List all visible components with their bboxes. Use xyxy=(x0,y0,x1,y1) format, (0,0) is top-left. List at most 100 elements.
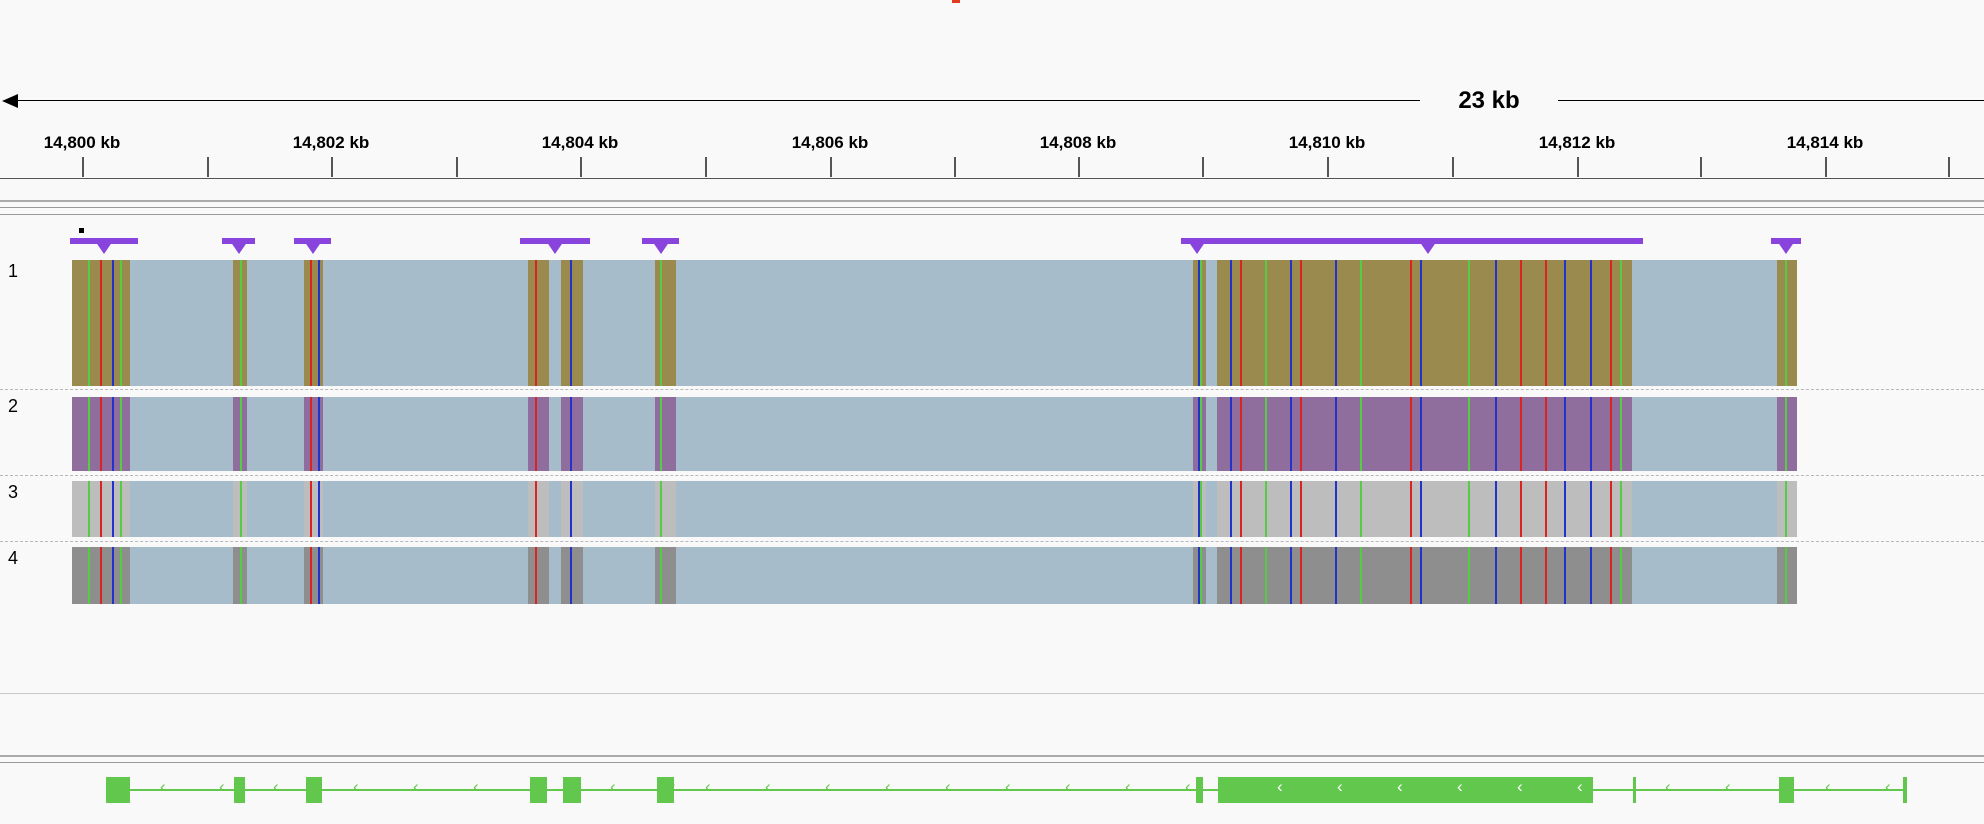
row-separator xyxy=(0,541,1984,542)
gene-exon[interactable] xyxy=(106,777,130,803)
read-coverage-block[interactable] xyxy=(233,547,247,604)
mismatch-marker xyxy=(660,481,662,537)
read-coverage-block[interactable] xyxy=(655,397,676,471)
read-coverage-block[interactable] xyxy=(561,481,583,537)
read-coverage-block[interactable] xyxy=(528,481,549,537)
read-coverage-block[interactable] xyxy=(1193,481,1206,537)
read-coverage-block[interactable] xyxy=(1777,397,1797,471)
mismatch-marker xyxy=(1620,397,1622,471)
gene-exon[interactable] xyxy=(1779,777,1794,803)
gene-exon[interactable] xyxy=(563,777,581,803)
read-coverage-block[interactable] xyxy=(561,260,583,386)
strand-direction-icon: ‹ xyxy=(670,777,676,796)
read-coverage-block[interactable] xyxy=(72,397,130,471)
read-coverage-block[interactable] xyxy=(233,397,247,471)
read-coverage-block[interactable] xyxy=(528,260,549,386)
mismatch-marker xyxy=(310,260,312,386)
insertion-marker-icon[interactable] xyxy=(1417,238,1439,254)
read-coverage-block[interactable] xyxy=(561,397,583,471)
mismatch-marker xyxy=(1300,547,1302,604)
ruler-tick-label: 14,808 kb xyxy=(1039,133,1117,152)
mismatch-marker xyxy=(112,481,114,537)
read-coverage-block[interactable] xyxy=(233,481,247,537)
mismatch-marker xyxy=(570,397,572,471)
mismatch-marker xyxy=(310,547,312,604)
read-coverage-block[interactable] xyxy=(304,481,323,537)
read-coverage-block[interactable] xyxy=(233,260,247,386)
mismatch-marker xyxy=(240,397,242,471)
row-label-4: 4 xyxy=(8,548,19,568)
insertion-marker-icon[interactable] xyxy=(649,238,672,254)
mismatch-marker xyxy=(1230,260,1232,386)
read-coverage-block[interactable] xyxy=(1777,481,1797,537)
read-coverage-block[interactable] xyxy=(655,260,676,386)
ruler-tick xyxy=(1202,157,1204,177)
gene-exon[interactable] xyxy=(530,777,547,803)
read-coverage-block[interactable] xyxy=(1217,260,1632,386)
insertion-marker-icon[interactable] xyxy=(227,238,250,254)
ruler-tick-label: 14,812 kb xyxy=(1538,133,1616,152)
gene-exon[interactable] xyxy=(1903,777,1907,803)
ruler-tick xyxy=(705,157,707,177)
row-separator xyxy=(0,475,1984,476)
insertion-marker-icon[interactable] xyxy=(544,238,566,254)
read-coverage-block[interactable] xyxy=(561,547,583,604)
insertion-marker-icon[interactable] xyxy=(1775,238,1797,254)
read-coverage-block[interactable] xyxy=(72,260,130,386)
read-coverage-block[interactable] xyxy=(72,547,130,604)
gene-exon[interactable] xyxy=(1633,777,1636,803)
panel-bottom-divider xyxy=(0,693,1984,694)
strand-direction-icon: ‹ xyxy=(1825,777,1831,796)
gene-exon[interactable] xyxy=(306,777,322,803)
read-coverage-block[interactable] xyxy=(304,547,323,604)
mismatch-marker xyxy=(570,547,572,604)
ruler-tick xyxy=(954,157,956,177)
mismatch-marker xyxy=(88,481,90,537)
mismatch-marker xyxy=(318,260,320,386)
gene-exon[interactable] xyxy=(657,777,674,803)
mismatch-marker xyxy=(1335,547,1337,604)
mismatch-marker xyxy=(1198,397,1200,471)
read-coverage-block[interactable] xyxy=(72,481,130,537)
read-coverage-block[interactable] xyxy=(528,397,549,471)
read-coverage-block[interactable] xyxy=(1777,547,1797,604)
read-coverage-block[interactable] xyxy=(655,481,676,537)
read-coverage-block[interactable] xyxy=(1193,397,1206,471)
read-coverage-block[interactable] xyxy=(1777,260,1797,386)
mismatch-marker xyxy=(1290,397,1292,471)
gene-exon[interactable] xyxy=(1218,777,1593,803)
read-coverage-block[interactable] xyxy=(1217,547,1632,604)
read-coverage-block[interactable] xyxy=(528,547,549,604)
mismatch-marker xyxy=(1300,260,1302,386)
gene-exon[interactable] xyxy=(1196,777,1203,803)
mismatch-marker xyxy=(100,481,102,537)
mismatch-marker xyxy=(1230,481,1232,537)
mismatch-marker xyxy=(1200,397,1202,471)
ruler-tick xyxy=(1577,157,1579,177)
read-coverage-block[interactable] xyxy=(1217,397,1632,471)
mismatch-marker xyxy=(1468,260,1470,386)
insertion-marker-icon[interactable] xyxy=(301,238,324,254)
mismatch-marker xyxy=(1300,397,1302,471)
read-coverage-block[interactable] xyxy=(1193,547,1206,604)
alignment-panel[interactable] xyxy=(0,222,1984,692)
insertion-marker-icon[interactable] xyxy=(1186,238,1208,254)
ruler-tick-label: 14,804 kb xyxy=(541,133,619,152)
mismatch-marker xyxy=(1410,547,1412,604)
gene-exon[interactable] xyxy=(234,777,245,803)
mismatch-marker xyxy=(1240,547,1242,604)
read-coverage-block[interactable] xyxy=(304,397,323,471)
read-coverage-block[interactable] xyxy=(1193,260,1206,386)
mismatch-marker xyxy=(1335,397,1337,471)
strand-direction-icon: ‹ xyxy=(533,777,539,796)
read-coverage-block[interactable] xyxy=(655,547,676,604)
strand-direction-icon: ‹ xyxy=(1577,777,1583,796)
gene-track[interactable]: ‹ ‹ ‹ ‹ ‹ ‹ ‹ ‹ ‹ ‹ ‹ ‹ ‹ ‹ ‹ ‹ ‹ ‹ ‹ ‹ ‹ ‹ ‹ ‹ ‹ ‹ ‹ ‹ xyxy=(0,764,1984,824)
read-coverage-block[interactable] xyxy=(1217,481,1632,537)
insertion-marker-icon[interactable] xyxy=(93,238,115,254)
mismatch-marker xyxy=(1265,481,1267,537)
ruler[interactable]: 14,800 kb 14,802 kb 14,804 kb 14,806 kb 14,8… xyxy=(0,128,1984,180)
read-coverage-block[interactable] xyxy=(304,260,323,386)
mismatch-marker xyxy=(1240,397,1242,471)
mismatch-marker xyxy=(1360,260,1362,386)
